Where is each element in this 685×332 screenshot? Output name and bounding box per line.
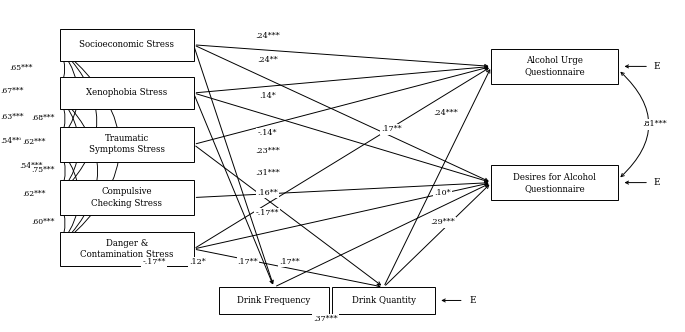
Text: .17**: .17** [382, 125, 402, 133]
FancyBboxPatch shape [60, 29, 193, 60]
Text: .16**: .16** [257, 189, 277, 197]
Text: .81***: .81*** [643, 121, 667, 128]
Text: Xenophobia Stress: Xenophobia Stress [86, 88, 167, 98]
FancyBboxPatch shape [492, 49, 619, 84]
Text: Compulsive
Checking Stress: Compulsive Checking Stress [91, 188, 162, 208]
Text: .62***: .62*** [23, 190, 46, 198]
FancyBboxPatch shape [60, 232, 193, 266]
Text: .54***: .54*** [19, 162, 42, 170]
Text: .65***: .65*** [9, 64, 32, 72]
Text: .31***: .31*** [255, 169, 279, 177]
Text: E: E [654, 178, 660, 187]
Text: .67***: .67*** [0, 87, 23, 95]
Text: .24**: .24** [257, 56, 277, 64]
Text: Traumatic
Symptoms Stress: Traumatic Symptoms Stress [89, 134, 164, 154]
Text: .12*: .12* [189, 258, 205, 266]
Text: E: E [469, 296, 476, 305]
FancyBboxPatch shape [492, 165, 619, 200]
Text: -.17**: -.17** [142, 258, 166, 266]
Text: .17**: .17** [279, 258, 299, 266]
Text: .24***: .24*** [433, 109, 458, 117]
Text: -.14*: -.14* [258, 129, 277, 137]
Text: .60***: .60*** [32, 218, 55, 226]
Text: .75***: .75*** [32, 166, 55, 174]
FancyBboxPatch shape [60, 127, 193, 162]
Text: .54***: .54*** [0, 137, 23, 145]
Text: Desires for Alcohol
Questionnaire: Desires for Alcohol Questionnaire [514, 173, 596, 193]
FancyBboxPatch shape [219, 287, 329, 314]
FancyBboxPatch shape [60, 180, 193, 215]
Text: Drink Quantity: Drink Quantity [351, 296, 416, 305]
Text: .37***: .37*** [313, 315, 338, 323]
FancyBboxPatch shape [332, 287, 435, 314]
Text: .10*: .10* [434, 189, 451, 197]
Text: .17**: .17** [238, 258, 258, 266]
Text: .14*: .14* [259, 92, 275, 100]
FancyBboxPatch shape [60, 77, 193, 109]
Text: Alcohol Urge
Questionnaire: Alcohol Urge Questionnaire [525, 56, 585, 76]
Text: .23***: .23*** [255, 147, 279, 155]
Text: .63***: .63*** [0, 113, 23, 121]
Text: .62***: .62*** [23, 138, 46, 146]
Text: Socioeconomic Stress: Socioeconomic Stress [79, 40, 174, 49]
Text: Drink Frequency: Drink Frequency [238, 296, 310, 305]
Text: -.17**: -.17** [256, 209, 279, 217]
Text: Danger &
Contamination Stress: Danger & Contamination Stress [80, 239, 173, 259]
Text: E: E [654, 62, 660, 71]
Text: .24***: .24*** [255, 32, 279, 40]
Text: .68***: .68*** [32, 114, 55, 122]
Text: .29***: .29*** [430, 218, 455, 226]
